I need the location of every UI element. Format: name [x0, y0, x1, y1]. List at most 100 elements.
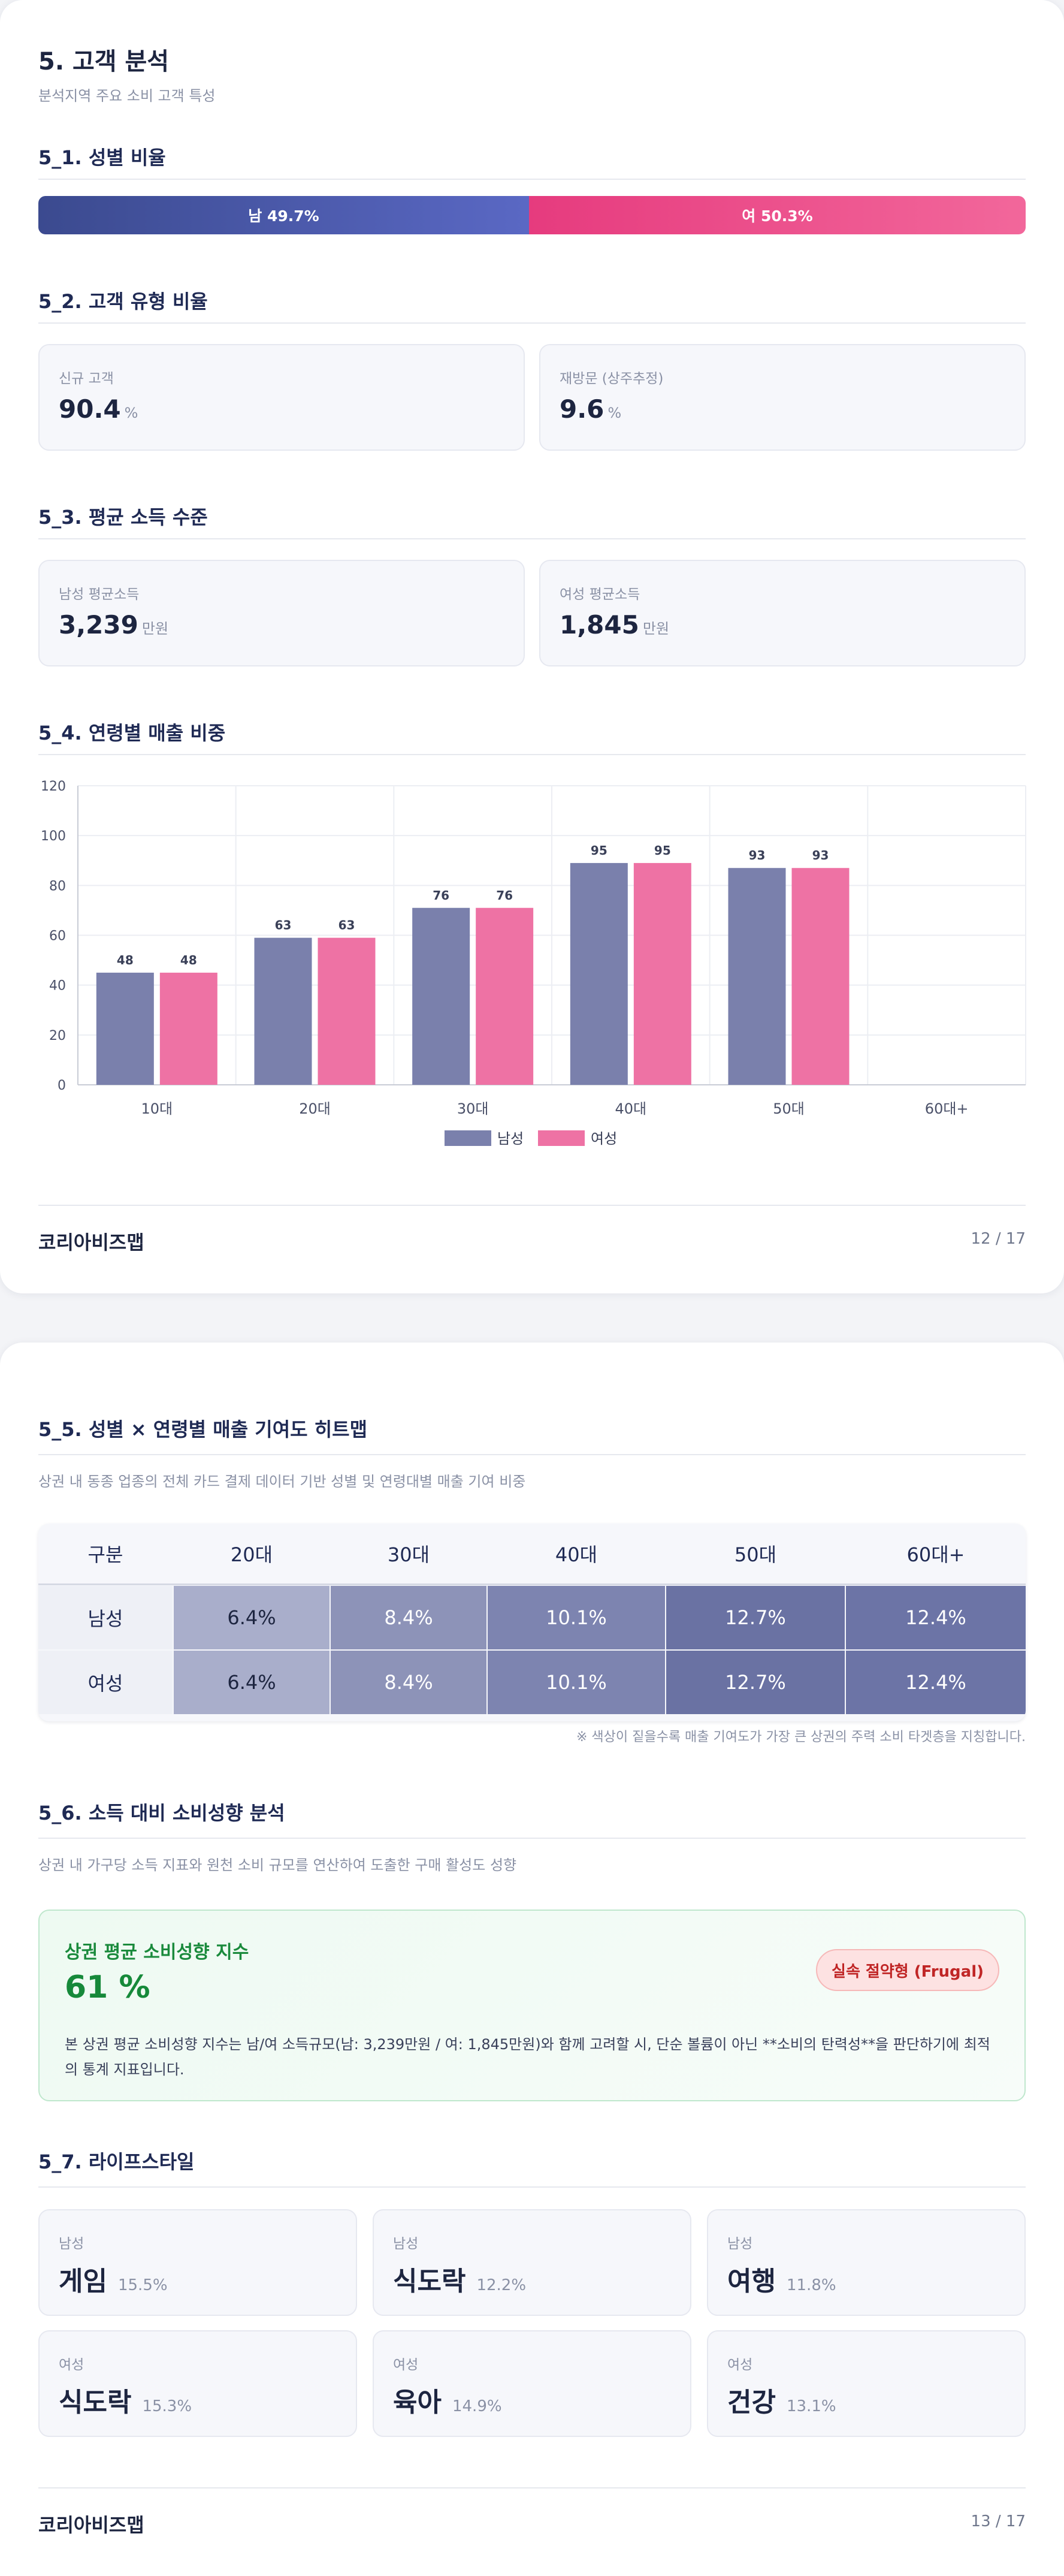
chart-bar — [254, 937, 312, 1085]
bar-data-label: 95 — [591, 843, 607, 858]
return-customer-value: 9.6% — [560, 394, 622, 424]
propensity-description: 상권 내 가구당 소득 지표와 원천 소비 규모를 연산하여 도출한 구매 활성… — [38, 1857, 517, 1874]
lifestyle-card: 여성 건강 13.1% — [707, 2330, 1026, 2437]
heatmap-table: 구분 20대 30대 40대 50대 60대+ 남성 6.4% 8.4% 10.… — [38, 1524, 1026, 1721]
x-tick-label: 30대 — [457, 1100, 489, 1117]
lifestyle-value: 식도락 12.2% — [393, 2266, 527, 2297]
bar-data-label: 48 — [117, 953, 134, 967]
propensity-body: 본 상권 평균 소비성향 지수는 남/여 소득규모(남: 3,239만원 / 여… — [65, 2036, 990, 2078]
new-customer-value: 90.4% — [59, 394, 138, 424]
page-title: 5. 고객 분석 — [38, 48, 170, 76]
footer-brand: 코리아비즈맵 — [38, 2514, 144, 2536]
chart-bar — [570, 862, 628, 1085]
propensity-heading: 5_6. 소득 대비 소비성향 분석 — [38, 1802, 285, 1824]
gender-ratio-heading: 5_1. 성별 비율 — [38, 146, 166, 169]
x-tick-label: 60대+ — [925, 1100, 969, 1117]
male-income-card: 남성 평균소득 3,239 만원 — [38, 560, 525, 666]
heatmap-col-header: 60대+ — [906, 1543, 965, 1566]
propensity-box: 상권 평균 소비성향 지수 61 % 실속 절약형 (Frugal) 본 상권 … — [38, 1910, 1026, 2101]
legend-label: 남성 — [497, 1130, 524, 1147]
chart-bar — [476, 907, 534, 1085]
lifestyle-gender: 남성 — [393, 2236, 419, 2252]
lifestyle-card: 여성 육아 14.9% — [373, 2330, 691, 2437]
footer-brand: 코리아비즈맵 — [38, 1231, 144, 1254]
x-tick-label: 50대 — [773, 1100, 805, 1117]
report-page-12: 5. 고객 분석 분석지역 주요 소비 고객 특성 5_1. 성별 비율 남 4… — [0, 0, 1064, 1293]
return-customer-card: 재방문 (상주추정) 9.6% — [539, 344, 1026, 451]
gender-bar-male: 남 49.7% — [38, 196, 529, 234]
y-tick-label: 100 — [41, 829, 66, 844]
bar-data-label: 63 — [338, 918, 355, 933]
heatmap-col-header: 50대 — [734, 1543, 777, 1566]
chart-bar — [728, 868, 786, 1085]
bar-data-label: 76 — [496, 888, 513, 903]
section-divider — [38, 322, 1026, 324]
female-income-label: 여성 평균소득 — [560, 587, 640, 602]
male-income-value: 3,239 만원 — [59, 610, 169, 640]
female-income-value: 1,845 만원 — [560, 610, 670, 640]
heatmap-cell: 12.4% — [846, 1586, 1026, 1649]
lifestyle-value: 건강 13.1% — [727, 2387, 836, 2418]
bar-data-label: 48 — [180, 953, 197, 967]
heatmap-cell: 8.4% — [331, 1586, 486, 1649]
section-divider — [38, 179, 1026, 180]
bar-data-label: 95 — [654, 843, 671, 858]
lifestyle-gender: 남성 — [727, 2236, 753, 2252]
heatmap-row-label: 여성 — [38, 1651, 173, 1714]
chart-bar — [633, 862, 691, 1085]
new-customer-label: 신규 고객 — [59, 371, 114, 387]
y-tick-label: 120 — [41, 779, 66, 794]
heatmap-col-header: 40대 — [555, 1543, 598, 1566]
heatmap-note: ※ 색상이 짙을수록 매출 기여도가 가장 큰 상권의 주력 소비 타겟층을 지… — [576, 1730, 1026, 1745]
gender-bar-female: 여 50.3% — [529, 196, 1026, 234]
page-subtitle: 분석지역 주요 소비 고객 특성 — [38, 88, 216, 104]
bar-data-label: 63 — [275, 918, 292, 933]
age-sales-chart: 0 20 40 60 80 100 120 48 48 10대 63 63 20대 76 76 30대 95 95… — [41, 779, 1026, 1147]
heatmap-corner: 구분 — [87, 1543, 123, 1566]
heatmap-description: 상권 내 동종 업종의 전체 카드 결제 데이터 기반 성별 및 연령대별 매출… — [38, 1473, 526, 1490]
section-divider — [38, 2186, 1026, 2188]
propensity-value: 61 % — [65, 1969, 150, 2005]
age-sales-heading: 5_4. 연령별 매출 비중 — [38, 722, 226, 744]
bar-data-label: 93 — [749, 848, 766, 862]
lifestyle-gender: 여성 — [727, 2357, 753, 2373]
chart-bar — [96, 972, 154, 1085]
lifestyle-value: 게임 15.5% — [59, 2266, 168, 2297]
y-tick-label: 0 — [58, 1078, 66, 1093]
lifestyle-card: 여성 식도락 15.3% — [38, 2330, 357, 2437]
heatmap-row-label: 남성 — [38, 1586, 173, 1649]
legend-label: 여성 — [591, 1130, 617, 1147]
bar-data-label: 76 — [433, 888, 449, 903]
lifestyle-gender: 남성 — [59, 2236, 84, 2252]
lifestyle-card: 남성 식도락 12.2% — [373, 2209, 691, 2316]
bar-data-label: 93 — [812, 848, 829, 862]
lifestyle-value: 육아 14.9% — [393, 2387, 502, 2418]
x-tick-label: 40대 — [615, 1100, 647, 1117]
section-divider — [38, 1838, 1026, 1839]
chart-bar — [318, 937, 376, 1085]
heatmap-col-header: 30대 — [387, 1543, 430, 1566]
footer-page-number: 12 / 17 — [971, 1230, 1026, 1248]
legend-swatch — [538, 1130, 585, 1146]
male-income-label: 남성 평균소득 — [59, 587, 140, 602]
customer-type-heading: 5_2. 고객 유형 비율 — [38, 290, 208, 313]
female-income-card: 여성 평균소득 1,845 만원 — [539, 560, 1026, 666]
report-page-13: 5_5. 성별 × 연령별 매출 기여도 히트맵 상권 내 동종 업종의 전체 … — [0, 1343, 1064, 2576]
lifestyle-value: 여행 11.8% — [727, 2266, 836, 2297]
footer-divider — [38, 2487, 1026, 2488]
heatmap-cell: 6.4% — [174, 1651, 330, 1714]
heatmap-heading: 5_5. 성별 × 연령별 매출 기여도 히트맵 — [38, 1418, 368, 1441]
x-tick-label: 10대 — [141, 1100, 173, 1117]
income-heading: 5_3. 평균 소득 수준 — [38, 506, 208, 529]
x-tick-label: 20대 — [299, 1100, 331, 1117]
y-tick-label: 80 — [49, 879, 66, 894]
heatmap-cell: 12.7% — [666, 1651, 845, 1714]
lifestyle-card: 남성 여행 11.8% — [707, 2209, 1026, 2316]
lifestyle-gender: 여성 — [59, 2357, 84, 2373]
y-tick-label: 20 — [49, 1028, 66, 1043]
heatmap-col-header: 20대 — [230, 1543, 273, 1566]
y-tick-label: 60 — [49, 929, 66, 944]
heatmap-cell: 6.4% — [174, 1586, 330, 1649]
section-divider — [38, 754, 1026, 755]
propensity-badge: 실속 절약형 (Frugal) — [816, 1949, 999, 1991]
